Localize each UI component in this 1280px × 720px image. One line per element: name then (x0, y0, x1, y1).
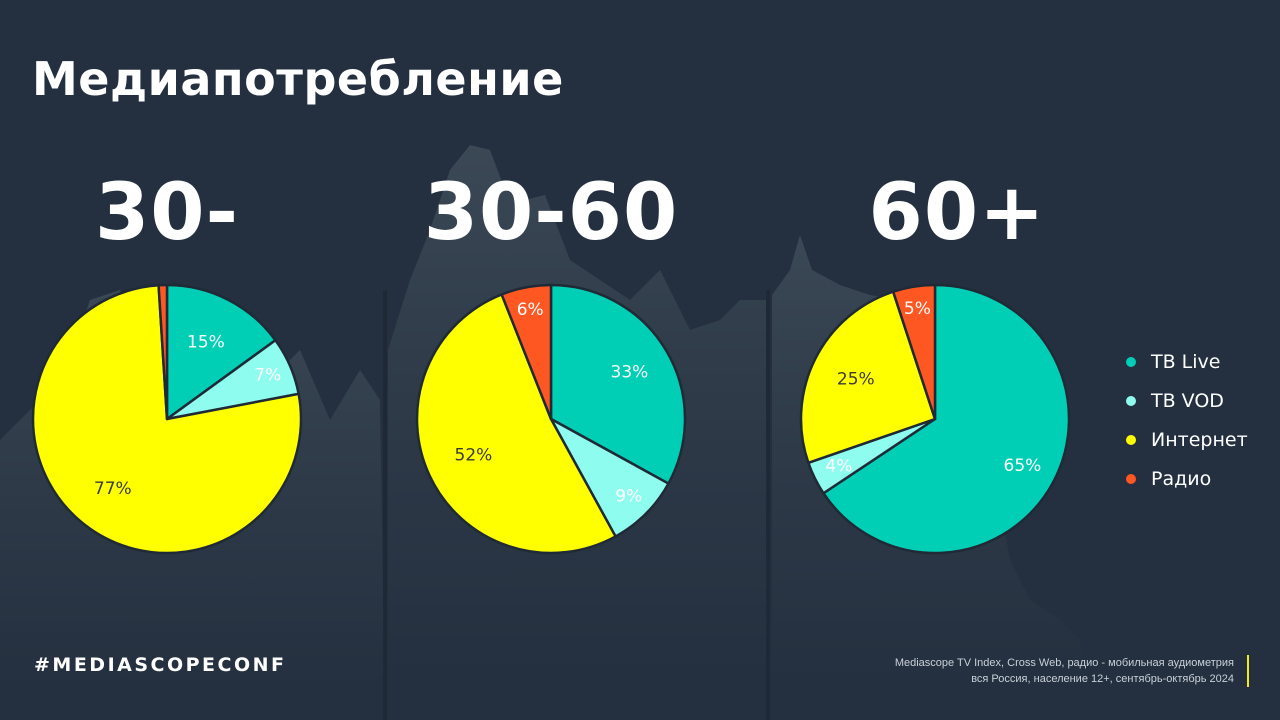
legend-dot-tv-vod (1126, 395, 1136, 406)
pie-label-under-30-tv-live: 15% (187, 333, 225, 353)
pie-label-30-60-tv-live: 33% (611, 363, 649, 383)
pie-label-30-60-tv-vod: 9% (615, 487, 642, 507)
group-label-under-30: 30- (95, 168, 239, 258)
legend-label: ТВ Live (1151, 350, 1221, 373)
pie-slice-30-60-internet (415, 293, 617, 555)
legend-dot-tv-live (1126, 356, 1136, 367)
pie-slice-60-plus-tv-live (822, 283, 1071, 555)
chart-legend: ТВ Live ТВ VOD Интернет Радио (1126, 342, 1248, 498)
source-line-2: вся Россия, население 12+, сентябрь-октя… (971, 673, 1234, 685)
legend-dot-internet (1126, 434, 1136, 445)
conference-hashtag: #MEDIASCOPECONF (34, 654, 287, 676)
pie-slice-under-30-radio (157, 283, 169, 421)
pie-30-60: 33% 9% 52% 6% (415, 283, 687, 555)
pie-slice-under-30-tv-live (165, 283, 277, 421)
pie-slice-60-plus-radio (891, 283, 937, 421)
pie-slice-60-plus-internet (799, 290, 937, 465)
pie-60-plus: 65% 4% 25% 5% (799, 283, 1071, 555)
legend-label: Радио (1151, 467, 1212, 490)
pie-slice-30-60-tv-live (549, 283, 687, 485)
pie-label-60-plus-tv-vod: 4% (825, 457, 852, 477)
legend-label: Интернет (1151, 428, 1248, 451)
pie-label-30-60-radio: 6% (517, 300, 544, 320)
legend-item-radio: Радио (1126, 459, 1248, 498)
pie-label-30-60-internet: 52% (455, 446, 493, 466)
group-label-30-60: 30-60 (423, 168, 679, 258)
source-accent-bar (1247, 655, 1249, 687)
pie-label-60-plus-tv-live: 65% (1004, 456, 1042, 476)
source-note: Mediascope TV Index, Cross Web, радио - … (895, 655, 1234, 687)
legend-item-tv-live: ТВ Live (1126, 342, 1248, 381)
pie-label-60-plus-radio: 5% (904, 299, 931, 319)
legend-item-tv-vod: ТВ VOD (1126, 381, 1248, 420)
source-line-1: Mediascope TV Index, Cross Web, радио - … (894, 657, 1234, 669)
group-label-60-plus: 60+ (868, 168, 1046, 258)
legend-item-internet: Интернет (1126, 420, 1248, 459)
legend-dot-radio (1126, 473, 1136, 484)
pie-label-under-30-internet: 77% (94, 479, 132, 499)
legend-label: ТВ VOD (1151, 389, 1224, 412)
pie-label-under-30-tv-vod: 7% (254, 365, 281, 385)
pie-slice-30-60-radio (500, 283, 553, 421)
pie-label-60-plus-internet: 25% (837, 370, 875, 390)
pie-under-30: 15% 7% 77% (31, 283, 303, 555)
page-title: Медиапотребление (32, 52, 564, 106)
